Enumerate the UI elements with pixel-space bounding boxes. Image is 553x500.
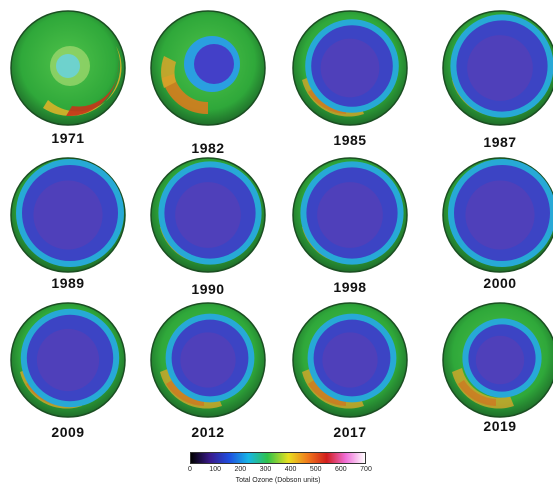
globe-panel-1989: 1989 [8,155,128,295]
globe-panel-2017: 2017 [290,300,410,440]
year-label-1990: 1990 [191,281,225,297]
ozone-globe-grid: 1971 1982 1985 1987 1989 1990 1998 2000 2009 2012… [8,8,553,440]
ozone-globe-1985 [292,10,408,126]
ozone-globe-2009 [10,302,126,418]
ozone-globe-2000 [442,157,553,273]
ozone-globe-1989 [10,157,126,273]
globe-panel-1985: 1985 [290,8,410,148]
globe-panel-2009: 2009 [8,300,128,440]
year-label-2000: 2000 [483,275,517,291]
legend-ticks: 0 100 200 300 400 500 600 700 [188,466,372,476]
globe-panel-2000: 2000 [440,155,553,295]
legend-tick-500: 500 [309,466,322,473]
ozone-globe-2012 [150,302,266,418]
ozone-globe-1971 [10,10,126,126]
year-label-2019: 2019 [483,418,517,434]
globe-panel-1998: 1998 [290,155,410,295]
year-label-1971: 1971 [51,130,85,146]
color-legend: 0 100 200 300 400 500 600 700 Total Ozone (Dobs… [188,452,372,498]
year-label-2012: 2012 [191,424,225,440]
globe-panel-1987: 1987 [440,8,553,150]
ozone-globe-1998 [292,157,408,273]
year-label-1987: 1987 [483,134,517,150]
year-label-1989: 1989 [51,275,85,291]
legend-tick-100: 100 [209,466,221,473]
globe-panel-2019: 2019 [440,300,553,440]
globe-panel-1971: 1971 [8,8,128,148]
globe-panel-1990: 1990 [148,155,268,297]
year-label-1998: 1998 [333,279,367,295]
globe-panel-1982: 1982 [148,8,268,156]
year-label-1985: 1985 [333,132,367,148]
year-label-2017: 2017 [333,424,367,440]
ozone-globe-2019 [442,302,553,418]
year-label-2009: 2009 [51,424,85,440]
legend-tick-0: 0 [188,466,192,473]
ozone-globe-1982 [150,10,266,126]
ozone-globe-1990 [150,157,266,273]
legend-tick-700: 700 [360,466,372,473]
legend-label: Total Ozone (Dobson units) [235,477,321,484]
ozone-globe-1987 [442,10,553,126]
legend-tick-200: 200 [234,466,247,473]
legend-color-bar [190,452,366,464]
legend-tick-400: 400 [284,466,297,473]
year-label-1982: 1982 [191,140,225,156]
globe-panel-2012: 2012 [148,300,268,440]
ozone-globe-2017 [292,302,408,418]
legend-tick-600: 600 [335,466,347,473]
legend-tick-300: 300 [259,466,272,473]
